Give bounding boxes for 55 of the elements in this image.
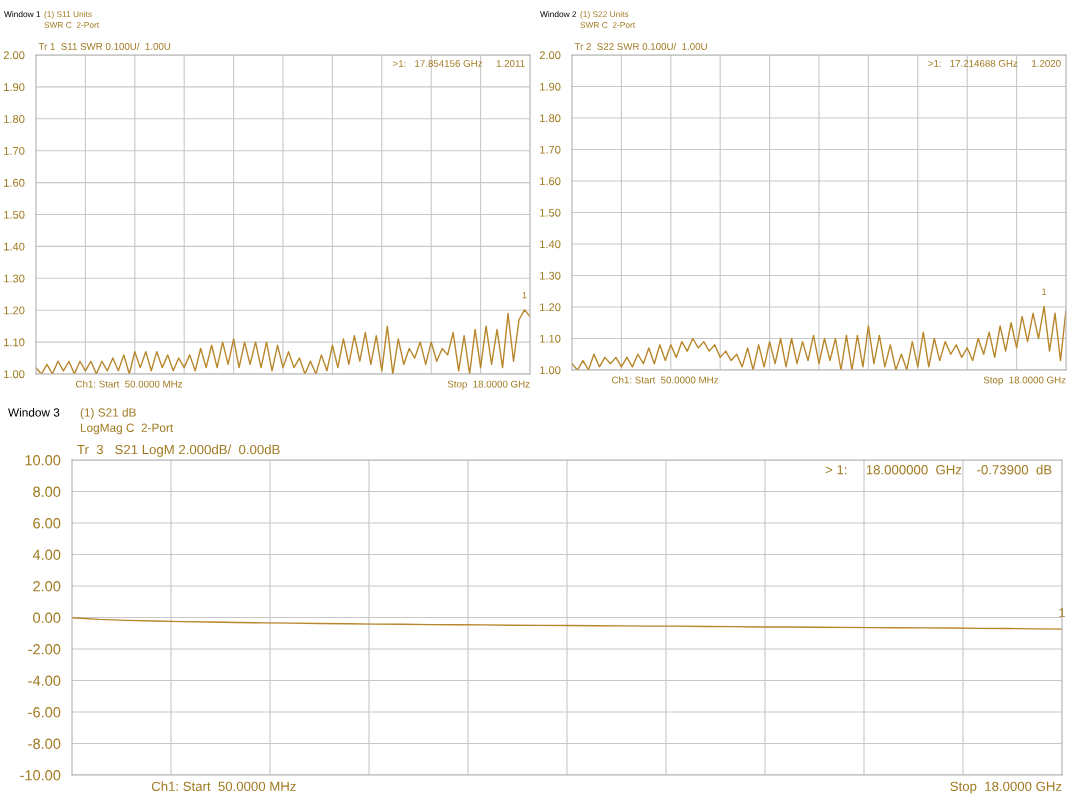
y-tick-label: 1.70 xyxy=(4,146,25,155)
y-tick-label: 1.80 xyxy=(540,114,561,123)
annotation: 1 xyxy=(1042,288,1047,295)
chart-title: Window 2 xyxy=(540,11,577,18)
y-tick-label: 8.00 xyxy=(33,486,61,497)
chart-subtitle: (1) S11 Units SWR C 2-Port xyxy=(44,11,100,28)
text: Ch1: Start 50.0000 MHz xyxy=(612,376,719,384)
text: Ch1: Start 50.0000 MHz xyxy=(76,380,183,388)
y-tick-label: 0.00 xyxy=(33,612,61,623)
y-tick-label: 1.00 xyxy=(540,366,561,375)
annotation: 1 xyxy=(1059,608,1065,617)
y-tick-label: -4.00 xyxy=(28,675,61,686)
y-tick-label: 2.00 xyxy=(3,51,25,60)
text: Ch1: Start 50.0000 MHz xyxy=(151,781,296,791)
y-tick-label: 4.00 xyxy=(32,549,61,560)
chart-subtitle: (1) S21 dB LogMag C 2-Port xyxy=(80,408,174,435)
text: Stop 18.0000 GHz xyxy=(983,376,1066,386)
line-series xyxy=(72,617,1062,630)
y-tick-label: 2.00 xyxy=(539,51,561,60)
y-tick-label: -6.00 xyxy=(28,707,61,718)
y-tick-label: 1.10 xyxy=(540,334,561,343)
y-tick-label: 1.60 xyxy=(4,178,25,187)
annotation: >1: 17.214688 GHz 1.2020 xyxy=(928,59,1061,67)
chart-title: Window 3 xyxy=(8,408,60,417)
text: Stop 18.0000 GHz xyxy=(950,781,1062,794)
y-tick-label: 1.20 xyxy=(540,303,561,312)
y-tick-label: 1.90 xyxy=(540,82,561,91)
text: Tr 1 S11 SWR 0.100U/ 1.00U xyxy=(38,42,171,50)
y-tick-label: 1.30 xyxy=(540,271,561,280)
text: Stop 18.0000 GHz xyxy=(447,380,530,390)
y-tick-label: -2.00 xyxy=(28,644,61,655)
y-tick-label: 2.00 xyxy=(33,581,61,592)
y-tick-label: 1.80 xyxy=(4,115,25,123)
y-tick-label: 1.50 xyxy=(540,208,561,217)
y-tick-label: -8.00 xyxy=(28,738,61,749)
y-tick-label: 1.10 xyxy=(4,338,25,347)
y-tick-label: 1.60 xyxy=(540,177,561,186)
annotation: >1: 17.854156 GHz 1.2011 xyxy=(393,60,525,67)
annotation: > 1: 18.000000 GHz -0.73900 dB xyxy=(825,464,1052,475)
annotation: 1 xyxy=(522,292,527,299)
chart-subtitle: (1) S22 Units SWR C 2-Port xyxy=(580,11,636,28)
y-tick-label: 1.50 xyxy=(4,210,25,219)
y-tick-label: 1.90 xyxy=(4,83,25,92)
y-tick-label: -10.00 xyxy=(20,770,61,781)
y-tick-label: 10.00 xyxy=(25,455,61,466)
text: Tr 3 S21 LogM 2.000dB/ 0.00dB xyxy=(77,444,280,457)
y-tick-label: 1.70 xyxy=(540,145,561,154)
y-tick-label: 1.00 xyxy=(4,370,25,379)
y-tick-label: 1.30 xyxy=(4,274,25,283)
y-tick-label: 1.40 xyxy=(540,240,561,249)
chart-title: Window 1 xyxy=(4,11,41,18)
text: Tr 2 S22 SWR 0.100U/ 1.00U xyxy=(574,42,707,50)
y-tick-label: 1.20 xyxy=(4,306,25,315)
y-tick-label: 6.00 xyxy=(33,518,61,529)
y-tick-label: 1.40 xyxy=(4,242,25,251)
